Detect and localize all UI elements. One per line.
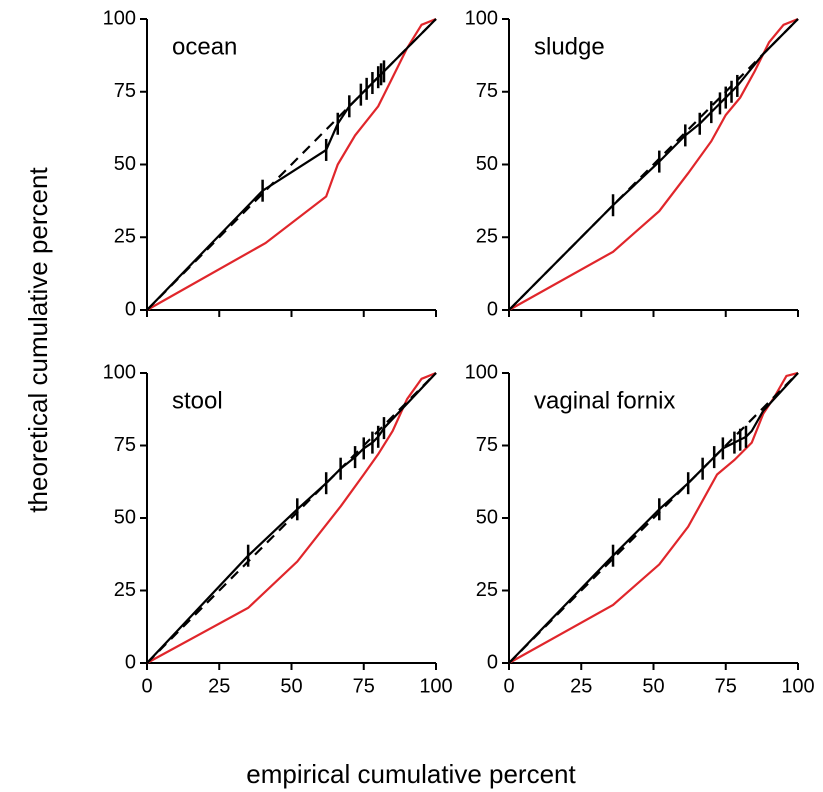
x-tick-label: 50: [642, 675, 664, 697]
x-tick-label: 75: [353, 675, 375, 697]
y-tick-label: 75: [114, 434, 136, 456]
y-tick-label: 50: [476, 153, 498, 175]
x-tick-label: 100: [419, 675, 452, 697]
x-tick-label: 50: [280, 675, 302, 697]
y-tick-label: 25: [114, 226, 136, 248]
y-tick-label: 100: [103, 361, 136, 383]
line-series: [146, 371, 437, 664]
y-tick-label: 0: [487, 298, 498, 320]
line-series: [146, 372, 437, 664]
y-tick-label: 75: [476, 434, 498, 456]
y-tick-label: 100: [103, 7, 136, 29]
x-tick-label: 0: [141, 675, 152, 697]
x-tick-label: 100: [781, 675, 814, 697]
y-tick-label: 75: [114, 80, 136, 102]
x-axis-label: empirical cumulative percent: [246, 759, 576, 789]
x-tick-label: 75: [715, 675, 737, 697]
line-series: [146, 18, 437, 311]
x-tick-label: 25: [208, 675, 230, 697]
y-tick-label: 25: [476, 226, 498, 248]
panel-title: stool: [172, 387, 223, 414]
panel-title: vaginal fornix: [534, 387, 675, 414]
line-series: [146, 17, 437, 311]
panel-title: sludge: [534, 33, 605, 60]
x-tick-label: 25: [570, 675, 592, 697]
y-tick-label: 50: [114, 506, 136, 528]
line-series: [508, 17, 799, 311]
panel-title: ocean: [172, 33, 237, 60]
y-tick-label: 75: [476, 80, 498, 102]
line-series: [508, 371, 799, 664]
y-tick-label: 50: [476, 506, 498, 528]
y-tick-label: 100: [465, 7, 498, 29]
y-tick-label: 25: [476, 579, 498, 601]
y-axis-label: theoretical cumulative percent: [23, 167, 53, 513]
y-tick-label: 0: [487, 651, 498, 673]
y-tick-label: 0: [125, 298, 136, 320]
y-tick-label: 100: [465, 361, 498, 383]
y-tick-label: 0: [125, 651, 136, 673]
x-tick-label: 0: [503, 675, 514, 697]
line-series: [508, 18, 799, 311]
y-tick-label: 50: [114, 153, 136, 175]
y-tick-label: 25: [114, 579, 136, 601]
